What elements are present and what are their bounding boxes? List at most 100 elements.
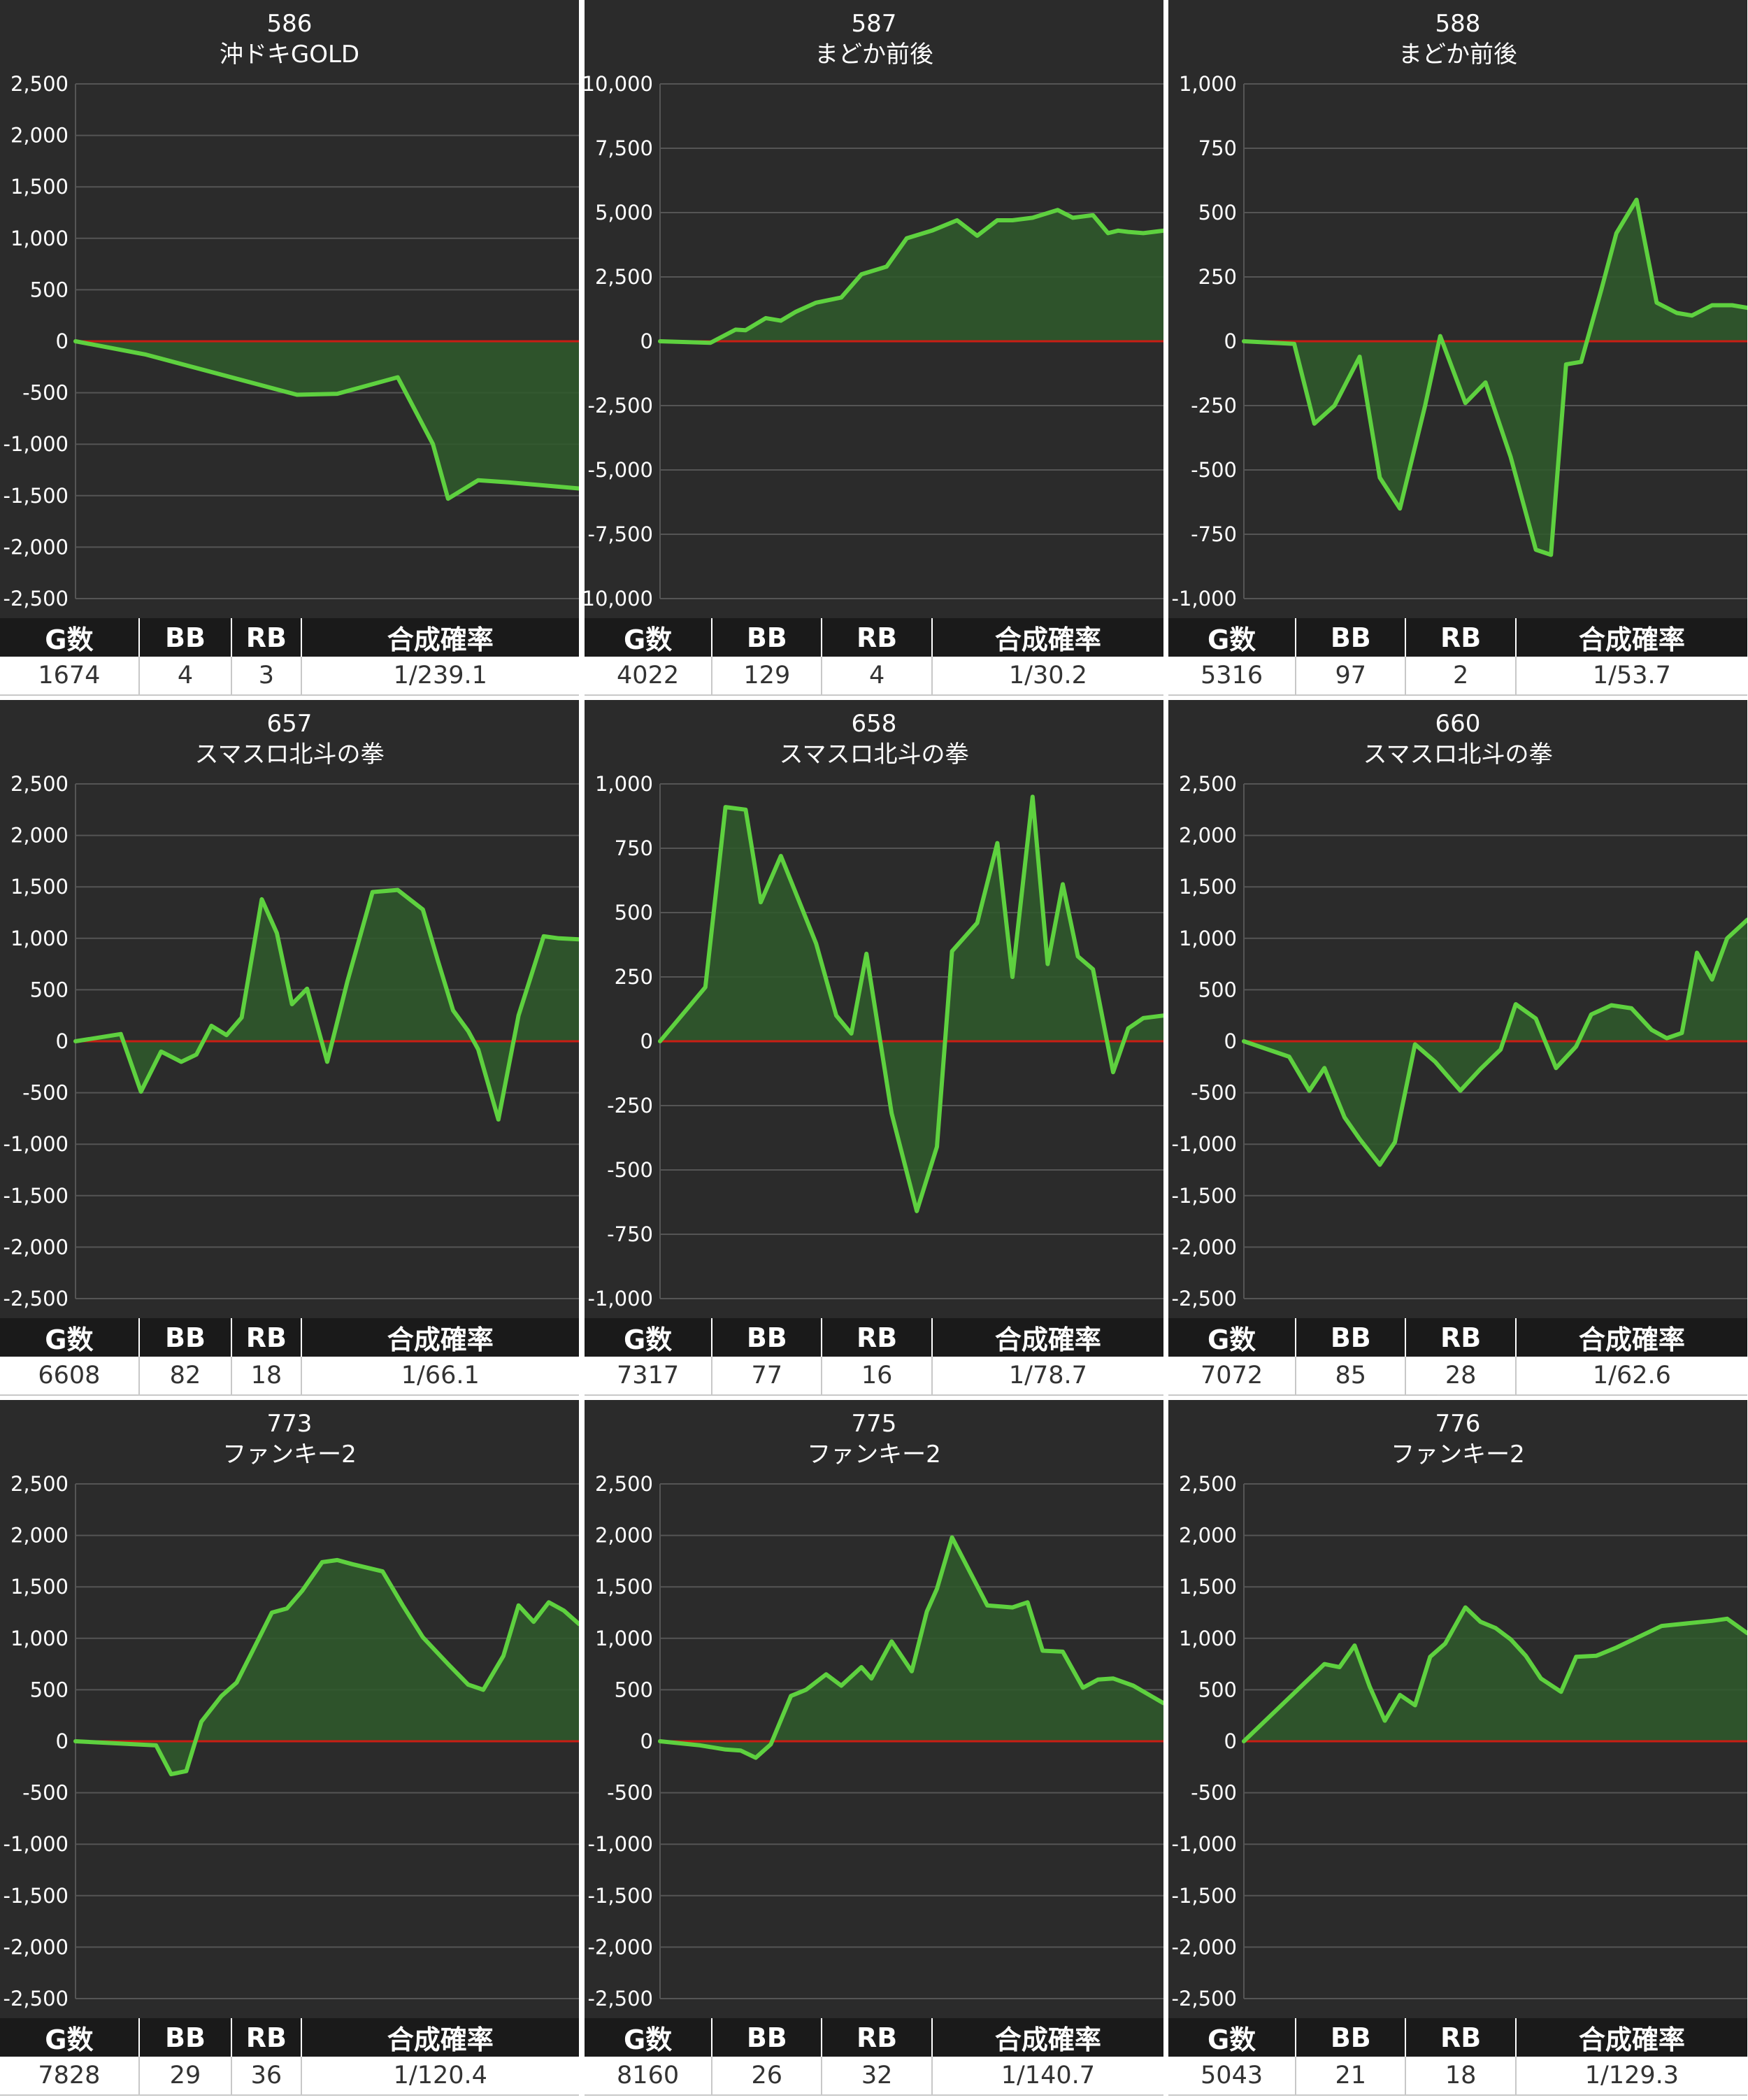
y-tick-label: 0: [640, 1729, 653, 1753]
y-tick-label: 1,000: [595, 772, 653, 796]
stats-header: BB: [1296, 618, 1407, 657]
y-tick-label: 0: [56, 1029, 69, 1053]
y-tick-label: -1,500: [3, 1184, 69, 1208]
y-tick-label: 0: [56, 329, 69, 353]
y-tick-label: -250: [607, 1094, 653, 1117]
stats-header: G数: [585, 2018, 713, 2057]
stats-table: G数 BB RB 合成確率 7828 29 36 1/120.4: [0, 2018, 579, 2096]
series-line: [658, 794, 1163, 1213]
stats-value-rb: 4: [822, 657, 933, 696]
stats-table: G数 BB RB 合成確率 7317 77 16 1/78.7: [585, 1318, 1163, 1396]
y-tick-label: -1,000: [3, 432, 69, 456]
stats-value-rb: 18: [1405, 2057, 1517, 2096]
series-area: [660, 1537, 1163, 1758]
y-tick-label: 0: [56, 1729, 69, 1753]
stats-header: G数: [585, 618, 713, 657]
chart-panel-588: 588 まどか前後 1,000 750 500 250 0 -250 -500 -750 -1,00…: [1168, 0, 1747, 696]
y-tick-label: -1,500: [1172, 1884, 1238, 1908]
y-tick-label: -1,000: [588, 1287, 654, 1310]
y-tick-label: 250: [1198, 265, 1237, 289]
plot-area: 1,000 750 500 250 0 -250 -500 -750 -1,000: [1172, 72, 1747, 610]
stats-value-g: 4022: [585, 657, 713, 696]
stats-value-bb: 85: [1296, 1357, 1407, 1396]
stats-header: 合成確率: [301, 2018, 579, 2057]
stats-header: RB: [231, 618, 302, 657]
stats-header: BB: [1296, 1318, 1407, 1357]
y-tick-label: -500: [22, 381, 69, 405]
y-tick-label: 1,000: [1179, 1627, 1237, 1650]
stats-value-rb: 32: [822, 2057, 933, 2096]
stats-header: BB: [712, 2018, 823, 2057]
plot-area: 1,000 750 500 250 0 -250 -500 -750 -1,000: [588, 772, 1163, 1310]
y-tick-label: 500: [30, 278, 69, 301]
stats-header: G数: [0, 618, 140, 657]
y-tick-label: 7,500: [595, 136, 653, 160]
stats-value-bb: 77: [712, 1357, 823, 1396]
y-tick-label: -500: [607, 1158, 653, 1182]
y-tick-label: -500: [22, 1081, 69, 1105]
chart-panel-587: 587 まどか前後 10,000 7,500 5,000 2,500 0 -2,500 -5,0…: [585, 0, 1163, 696]
y-tick-label: 2,500: [595, 1472, 653, 1496]
y-tick-label: 750: [615, 836, 653, 860]
stats-value-g: 5316: [1168, 657, 1297, 696]
y-tick-label: 2,500: [10, 1472, 69, 1496]
chart-title: 658: [851, 710, 897, 738]
y-tick-label: -2,000: [3, 535, 69, 559]
y-tick-label: 5,000: [595, 201, 653, 224]
y-tick-label: -2,500: [3, 1287, 69, 1310]
stats-value-bb: 82: [138, 1357, 233, 1396]
series-area: [660, 210, 1163, 343]
stats-header: G数: [1168, 2018, 1297, 2057]
y-tick-label: -1,000: [1172, 1132, 1238, 1156]
chart-panel-658: 658 スマスロ北斗の拳 1,000 750 500 250 0 -250 -500 -750 -1…: [585, 700, 1163, 1396]
chart-subtitle: 沖ドキGOLD: [219, 41, 360, 69]
stats-header: 合成確率: [1515, 1318, 1747, 1357]
y-tick-label: -2,000: [3, 1235, 69, 1259]
y-tick-label: 2,500: [595, 265, 653, 289]
y-tick-label: 0: [1224, 1729, 1237, 1753]
stats-value-rb: 36: [231, 2057, 302, 2096]
stats-header: 合成確率: [301, 1318, 579, 1357]
chart-panel-660: 660 スマスロ北斗の拳 2,500 2,000 1,500 1,000 500 0 -500 -…: [1168, 700, 1747, 1396]
stats-table: G数 BB RB 合成確率 7072 85 28 1/62.6: [1168, 1318, 1747, 1396]
stats-value-rb: 3: [231, 657, 302, 696]
y-tick-label: 500: [615, 901, 653, 924]
y-tick-label: 500: [1198, 978, 1237, 1001]
chart-panel-775: 775 ファンキー2 2,500 2,000 1,500 1,000 500 0 -500 -1,…: [585, 1400, 1163, 2096]
stats-table: G数 BB RB 合成確率 8160 26 32 1/140.7: [585, 2018, 1163, 2096]
y-tick-label: 2,500: [1179, 1472, 1237, 1496]
stats-value-g: 5043: [1168, 2057, 1297, 2096]
y-tick-label: 1,500: [10, 175, 69, 199]
y-tick-label: 500: [30, 1678, 69, 1701]
stats-header: BB: [138, 1318, 233, 1357]
y-tick-label: 500: [30, 978, 69, 1001]
stats-header: RB: [822, 2018, 933, 2057]
y-tick-label: -1,500: [588, 1884, 654, 1908]
y-tick-label: -2,000: [1172, 1235, 1238, 1259]
chart-title: 586: [266, 10, 313, 38]
plot-area: 2,500 2,000 1,500 1,000 500 0 -500 -1,000 -1,500…: [3, 772, 579, 1310]
y-tick-label: -2,500: [3, 587, 69, 610]
y-tick-label: -2,000: [1172, 1935, 1238, 1959]
chart-title: 657: [266, 710, 313, 738]
stats-header: BB: [138, 618, 233, 657]
stats-header: RB: [1405, 618, 1517, 657]
stats-header: 合成確率: [1515, 618, 1747, 657]
plot-area: 2,500 2,000 1,500 1,000 500 0 -500 -1,000 -1,500…: [588, 1472, 1163, 2010]
y-tick-label: 0: [1224, 1029, 1237, 1053]
stats-header: RB: [1405, 2018, 1517, 2057]
stats-value-g: 8160: [585, 2057, 713, 2096]
y-tick-label: 0: [1224, 329, 1237, 353]
series-line: [658, 208, 1163, 345]
chart-subtitle: ファンキー2: [1391, 1441, 1525, 1469]
stats-header: RB: [231, 1318, 302, 1357]
y-tick-label: -500: [1191, 458, 1237, 482]
y-tick-label: -1,500: [3, 1884, 69, 1908]
y-tick-label: 1,500: [595, 1575, 653, 1599]
y-tick-label: 2,500: [1179, 772, 1237, 796]
stats-value-rate: 1/30.2: [931, 657, 1163, 696]
stats-header: RB: [231, 2018, 302, 2057]
y-tick-label: 1,000: [595, 1627, 653, 1650]
y-tick-label: 2,000: [595, 1524, 653, 1548]
